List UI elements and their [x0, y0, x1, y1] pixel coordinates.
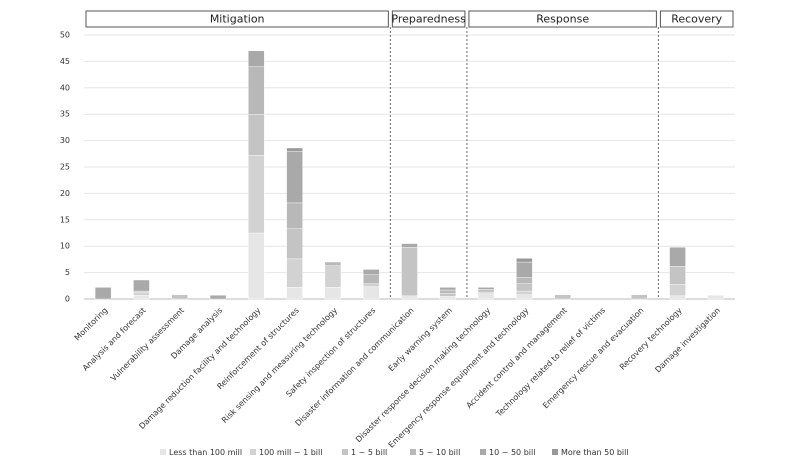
y-tick-label: 10: [60, 242, 70, 251]
bar-segment: [439, 296, 456, 300]
bar-segment: [248, 66, 265, 115]
bar-segment: [133, 279, 150, 292]
bar-segment: [516, 258, 533, 263]
bar-segment: [324, 261, 342, 266]
legend-label: 100 mill ~ 1 bill: [259, 448, 322, 457]
legend-label: 1 ~ 5 bill: [351, 448, 387, 457]
group-box: [468, 10, 657, 28]
bar-segment: [707, 295, 725, 300]
legend-label: 5 ~ 10 bill: [419, 448, 460, 457]
legend-label: 10 ~ 50 bill: [489, 448, 535, 457]
bar-segment: [439, 292, 456, 297]
bar-segment: [401, 243, 418, 248]
bar-segment: [477, 287, 495, 290]
bar-segment: [554, 294, 571, 300]
x-tick-label: Vulnerability assessment: [109, 306, 186, 383]
x-tick-label: Emergency response equipment and technol…: [387, 306, 531, 450]
x-tick-label: Recovery technology: [618, 306, 684, 372]
bar-segment: [401, 247, 418, 297]
bar-segment: [209, 295, 227, 300]
legend-label: More than 50 bill: [561, 448, 629, 457]
bar-segment: [133, 292, 150, 296]
bar-segment: [516, 290, 533, 295]
group-box: [391, 10, 466, 28]
bar-segment: [94, 287, 112, 300]
bar-segment: [477, 289, 495, 293]
bar-segment: [516, 277, 533, 284]
x-tick-label: Reinforcement of structures: [215, 306, 300, 391]
legend-label: Less than 100 mill: [169, 448, 242, 457]
y-tick-label: 30: [60, 136, 70, 145]
bar-segment: [248, 50, 265, 67]
y-tick-label: 20: [60, 189, 70, 198]
y-tick-label: 15: [60, 215, 70, 224]
x-tick-label: Damage investigation: [653, 306, 722, 375]
bar-segment: [516, 283, 533, 292]
bar-segment: [248, 155, 265, 234]
bar-segment: [516, 294, 533, 300]
bar-segment: [248, 232, 265, 300]
bar-segment: [363, 286, 380, 300]
x-tick-label: Monitoring: [73, 306, 110, 343]
bar-segment: [439, 287, 456, 291]
y-tick-label: 5: [65, 268, 70, 277]
bar-segment: [477, 292, 495, 300]
bar-segment: [669, 266, 686, 285]
bar-segment: [133, 295, 150, 300]
legend-swatch: [160, 449, 166, 455]
bar-segment: [286, 287, 303, 300]
legend-swatch: [342, 449, 348, 455]
bar-segment: [401, 295, 418, 300]
y-tick-label: 25: [60, 163, 70, 172]
y-tick-label: 50: [60, 31, 70, 40]
group-label: Response: [536, 13, 589, 26]
x-tick-label: Early warning system: [387, 306, 454, 373]
bar-segment: [516, 261, 533, 278]
bar-segment: [669, 295, 686, 300]
bar-segment: [286, 202, 303, 229]
group-box: [659, 10, 734, 28]
legend-swatch: [410, 449, 416, 455]
x-tick-label: Disaster response decision making techno…: [354, 306, 492, 444]
legend-swatch: [552, 449, 558, 455]
y-tick-label: 0: [65, 295, 70, 304]
legend-swatch: [250, 449, 256, 455]
group-label: Preparedness: [391, 13, 466, 26]
bar-segment: [133, 290, 150, 293]
bar-segment: [286, 150, 303, 204]
y-tick-label: 45: [60, 57, 70, 66]
bar-segment: [439, 289, 456, 294]
group-box: [85, 10, 389, 28]
bar-segment: [631, 294, 648, 300]
bar-segment: [363, 269, 380, 275]
bar-segment: [363, 274, 380, 284]
bar-segment: [286, 258, 303, 288]
group-label: Recovery: [671, 13, 722, 26]
bar-segment: [324, 287, 342, 300]
bar-segment: [324, 265, 342, 288]
y-tick-label: 35: [60, 110, 70, 119]
bar-segment: [171, 294, 188, 300]
bar-segment: [669, 247, 686, 267]
bar-segment: [363, 283, 380, 288]
bar-segment: [669, 284, 686, 297]
y-tick-label: 40: [60, 83, 70, 92]
bar-segment: [286, 147, 303, 152]
x-tick-label: Analysis and forecast: [81, 306, 148, 373]
bar-segment: [248, 113, 265, 156]
bar-segment: [286, 228, 303, 260]
group-label: Mitigation: [210, 13, 265, 26]
legend-swatch: [480, 449, 486, 455]
